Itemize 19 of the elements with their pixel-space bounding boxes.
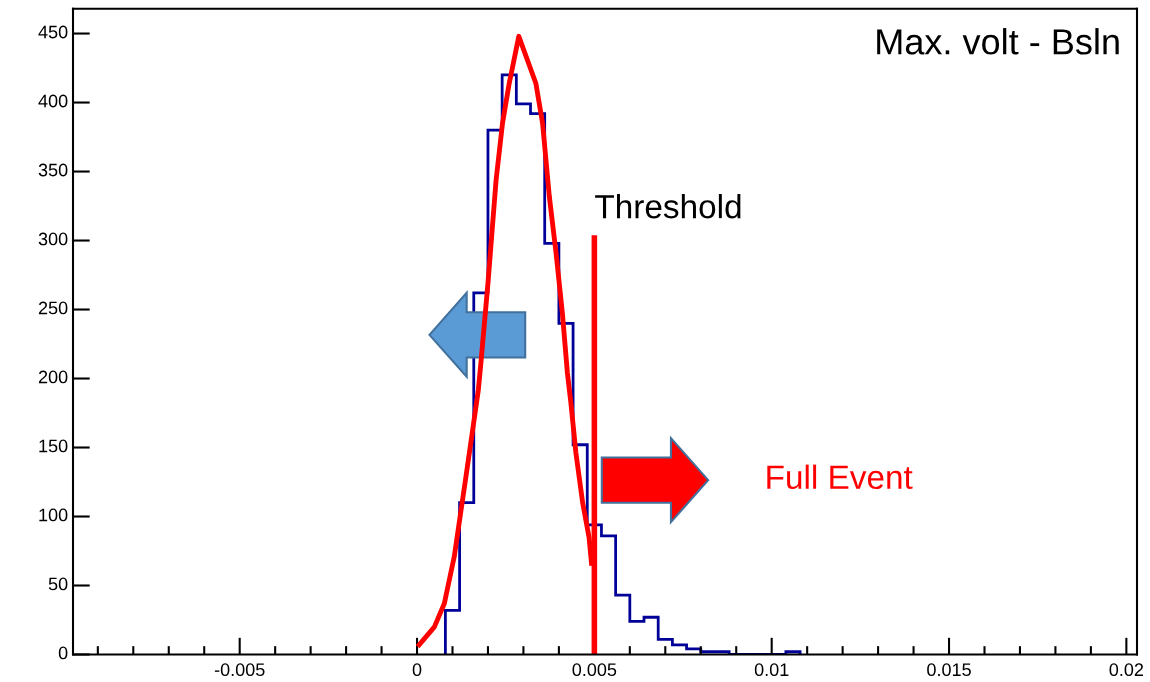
y-tick-label: 0 bbox=[58, 646, 68, 660]
y-tick-label: 150 bbox=[39, 439, 68, 453]
y-tick-label: 300 bbox=[38, 232, 68, 246]
y-tick-label: 250 bbox=[38, 301, 68, 315]
x-tick-label: 0.015 bbox=[927, 663, 971, 677]
y-tick-label: 350 bbox=[38, 163, 68, 177]
ref-line-label: Threshold bbox=[595, 193, 741, 219]
y-tick-label: 50 bbox=[48, 577, 68, 591]
y-tick-label: 200 bbox=[38, 370, 68, 384]
x-tick-label: 0.01 bbox=[754, 663, 789, 677]
x-tick-label: 0.02 bbox=[1109, 663, 1144, 677]
x-tick-label: -0.005 bbox=[214, 663, 265, 677]
annotation: Full Event bbox=[767, 464, 913, 490]
x-tick-label: 0.005 bbox=[572, 663, 617, 677]
y-tick-label: 400 bbox=[38, 94, 68, 108]
chart-title: Max. volt - Bsln bbox=[877, 28, 1119, 55]
y-tick-label: 100 bbox=[39, 508, 68, 522]
x-tick-label: 0 bbox=[412, 663, 422, 677]
y-tick-label: 450 bbox=[38, 25, 68, 39]
